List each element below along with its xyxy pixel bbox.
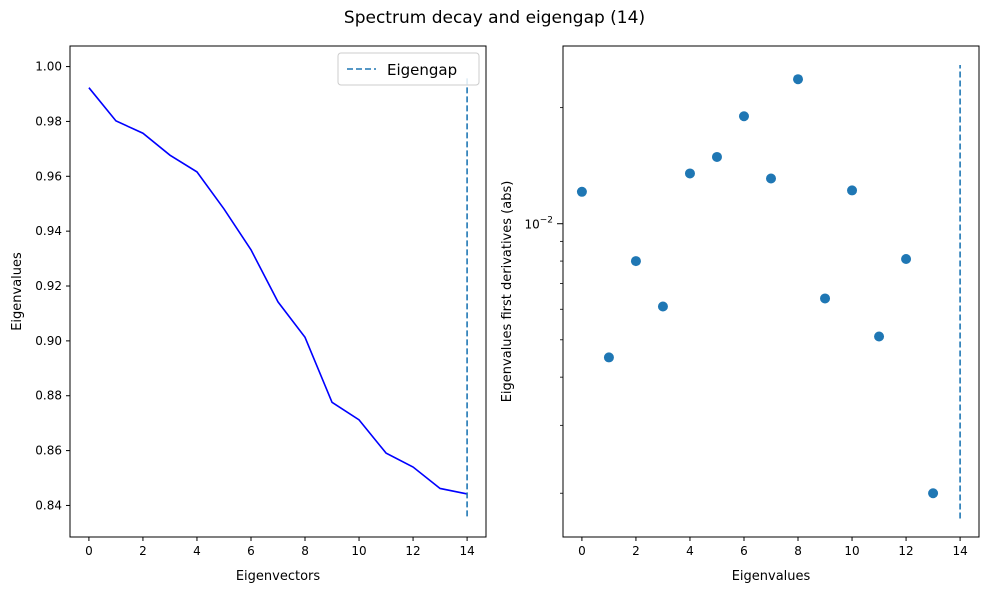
right-xlabel: Eigenvalues (732, 569, 811, 584)
derivative-point (576, 186, 587, 197)
derivative-point (657, 301, 668, 312)
derivatives-scatter-chart: 10−2 0 2 4 6 8 10 12 14 Eigenvalues Eigenvalues fi… (500, 45, 980, 584)
left-xtick-label: 6 (247, 544, 255, 558)
left-xtick-label: 4 (193, 544, 201, 558)
derivative-point (820, 293, 831, 304)
left-xtick-label: 0 (85, 544, 93, 558)
left-ytick-label: 0.88 (35, 389, 62, 403)
derivative-point (901, 254, 912, 265)
left-xtick-label: 14 (459, 544, 474, 558)
left-ylabel: Eigenvalues (10, 252, 25, 331)
figure-title: Spectrum decay and eigengap (14) (343, 8, 646, 28)
plot-frame (69, 45, 487, 538)
left-ytick-label: 1.00 (35, 60, 62, 74)
eigenvalue-series-line (88, 87, 468, 495)
derivative-point (630, 256, 641, 267)
right-xtick-label: 8 (794, 544, 802, 558)
plot-frame (562, 45, 980, 538)
left-ytick-label: 0.98 (35, 114, 62, 128)
derivative-point (874, 331, 885, 342)
derivative-point (711, 151, 722, 162)
legend-entry-eigengap: Eigengap (387, 61, 457, 79)
left-ytick-label: 0.90 (35, 334, 62, 348)
left-xtick-label: 2 (139, 544, 147, 558)
derivative-point (847, 185, 858, 196)
left-xtick-label: 10 (351, 544, 366, 558)
derivative-point (928, 488, 939, 499)
derivative-point (793, 74, 804, 85)
left-ytick-label: 0.94 (35, 224, 62, 238)
left-xtick-label: 12 (405, 544, 420, 558)
right-xtick-label: 2 (632, 544, 640, 558)
left-ytick-label: 0.86 (35, 444, 62, 458)
right-xtick-label: 4 (686, 544, 694, 558)
legend-box (337, 52, 480, 86)
derivative-point (603, 352, 614, 363)
left-ytick-label: 0.92 (35, 279, 62, 293)
right-xtick-label: 6 (740, 544, 748, 558)
left-ytick-label: 0.84 (35, 498, 62, 512)
right-xtick-label: 12 (898, 544, 913, 558)
left-xtick-label: 8 (301, 544, 309, 558)
right-xtick-label: 14 (952, 544, 967, 558)
derivative-point (738, 111, 749, 122)
derivative-point (766, 173, 776, 184)
legend: Eigengap (337, 52, 480, 86)
derivative-point (684, 168, 695, 179)
eigenvalues-line-chart: 0.84 0.86 0.88 0.90 0.92 0.94 0.96 0.98 1.00 0 2 4 6… (10, 45, 487, 584)
left-ytick-label: 0.96 (35, 169, 62, 183)
right-xtick-label: 10 (844, 544, 859, 558)
right-ylabel: Eigenvalues first derivatives (abs) (500, 181, 515, 403)
right-xtick-label: 0 (578, 544, 586, 558)
left-xlabel: Eigenvectors (236, 569, 321, 584)
right-ytick-label: 10−2 (524, 216, 553, 232)
